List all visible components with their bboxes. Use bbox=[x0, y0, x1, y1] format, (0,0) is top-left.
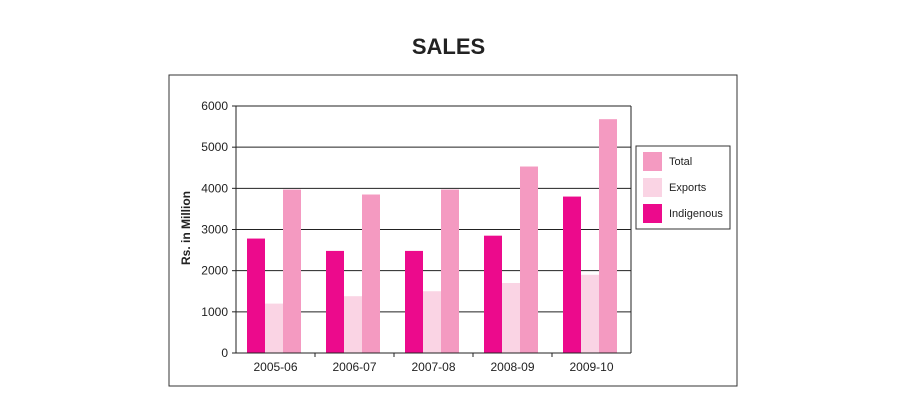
legend-swatch-exports bbox=[643, 178, 662, 197]
x-tick-label: 2005-06 bbox=[253, 360, 297, 374]
chart-title: SALES bbox=[411, 34, 486, 59]
y-tick-label: 2000 bbox=[201, 264, 228, 278]
x-tick-label: 2007-08 bbox=[411, 360, 455, 374]
x-tick-label: 2009-10 bbox=[569, 360, 613, 374]
axes: 0 1000 2000 3000 4000 5000 6000 2005-06 2006-07 2… bbox=[201, 99, 632, 374]
y-tick-label: 0 bbox=[221, 346, 228, 360]
bar-indigenous-2006-07 bbox=[326, 250, 344, 353]
y-tick-label: 3000 bbox=[201, 223, 228, 237]
y-tick-label: 4000 bbox=[201, 181, 228, 195]
bar-exports-2008-09 bbox=[502, 283, 520, 353]
y-tick-label: 6000 bbox=[201, 99, 228, 113]
legend-swatch-indigenous bbox=[643, 204, 662, 223]
x-tick-label: 2006-07 bbox=[332, 360, 376, 374]
legend: Total Exports Indigenous bbox=[635, 145, 731, 230]
bar-indigenous-2005-06 bbox=[247, 238, 265, 353]
chart-frame bbox=[168, 74, 738, 387]
y-tick-label: 5000 bbox=[201, 140, 228, 154]
y-tick-label: 1000 bbox=[201, 305, 228, 319]
legend-swatch-total bbox=[643, 152, 662, 171]
bar-exports-2006-07 bbox=[344, 296, 362, 353]
bar-total-2009-10 bbox=[599, 119, 617, 353]
bar-exports-2005-06 bbox=[265, 303, 283, 353]
bar-total-2006-07 bbox=[362, 194, 380, 353]
bar-indigenous-2007-08 bbox=[405, 250, 423, 353]
bars bbox=[247, 119, 617, 353]
legend-label-total: Total bbox=[669, 156, 692, 168]
y-axis-label: Rs. in Million bbox=[179, 191, 193, 265]
bar-total-2005-06 bbox=[283, 189, 301, 353]
bar-indigenous-2009-10 bbox=[563, 196, 581, 353]
bar-total-2008-09 bbox=[520, 166, 538, 353]
legend-label-indigenous: Indigenous bbox=[669, 208, 723, 220]
bar-indigenous-2008-09 bbox=[484, 235, 502, 353]
legend-label-exports: Exports bbox=[669, 182, 707, 194]
bar-total-2007-08 bbox=[441, 189, 459, 353]
x-tick-label: 2008-09 bbox=[490, 360, 534, 374]
bar-exports-2009-10 bbox=[581, 274, 599, 353]
bar-exports-2007-08 bbox=[423, 291, 441, 353]
